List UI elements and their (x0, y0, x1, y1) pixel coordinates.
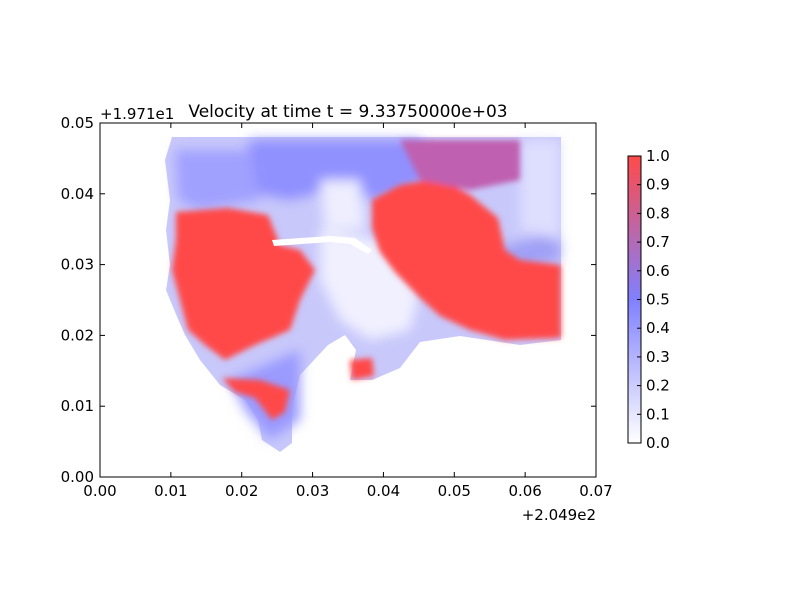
colorbar-ticks: 0.0 0.1 0.2 0.3 0.4 0.5 0.6 0.7 0.8 0.9 1.0 (637, 147, 670, 452)
x-offset-label: +2.049e2 (522, 506, 596, 524)
x-axis-ticks: 0.00 0.01 0.02 0.03 0.04 0.05 0.06 0.07 (83, 123, 613, 500)
x-tick-label: 0.01 (154, 482, 187, 500)
colorbar-tick-label: 0.3 (646, 348, 670, 366)
domain-white-top (320, 180, 365, 230)
plot-frame (99, 122, 597, 478)
colorbar-tick-label: 0.1 (646, 405, 670, 423)
colorbar-tick-label: 0.9 (646, 176, 670, 194)
y-tick-label: 0.01 (61, 397, 94, 415)
x-tick-label: 0.06 (508, 482, 541, 500)
y-tick-label: 0.05 (61, 114, 94, 132)
x-tick-label: 0.04 (367, 482, 400, 500)
x-tick-label: 0.07 (579, 482, 612, 500)
velocity-field (165, 137, 561, 452)
x-tick-label: 0.03 (296, 482, 329, 500)
y-tick-label: 0.00 (61, 468, 94, 486)
x-tick-label: 0.02 (225, 482, 258, 500)
red-bottom-region (222, 378, 290, 420)
domain-blue-left-top (175, 150, 260, 210)
y-tick-label: 0.04 (61, 185, 94, 203)
colorbar-tick-label: 0.7 (646, 233, 670, 251)
y-tick-label: 0.02 (61, 326, 94, 344)
domain-white-center (320, 230, 420, 340)
channel-line (272, 236, 372, 254)
y-tick-label: 0.03 (61, 256, 94, 274)
colorbar-tick-label: 0.8 (646, 204, 670, 222)
colorbar-tick-label: 1.0 (646, 147, 670, 165)
colorbar-tick-label: 0.0 (646, 434, 670, 452)
colorbar-tick-label: 0.2 (646, 377, 670, 395)
colorbar-tick-label: 0.5 (646, 291, 670, 309)
domain-white-topright (520, 140, 560, 240)
colorbar-tick-label: 0.6 (646, 262, 670, 280)
red-left-region (172, 208, 315, 360)
red-purple-top-right (400, 140, 520, 190)
chart-title: Velocity at time t = 9.33750000e+03 (188, 102, 507, 122)
y-offset-label: +1.971e1 (100, 105, 174, 123)
x-tick-label: 0.05 (438, 482, 471, 500)
red-notch-region (350, 358, 374, 380)
domain-blue-top (240, 140, 430, 200)
red-right-region (372, 178, 561, 340)
x-tick-label: 0.00 (83, 482, 116, 500)
colorbar-tick-label: 0.4 (646, 319, 670, 337)
y-axis-ticks: 0.00 0.01 0.02 0.03 0.04 0.05 (61, 114, 596, 486)
